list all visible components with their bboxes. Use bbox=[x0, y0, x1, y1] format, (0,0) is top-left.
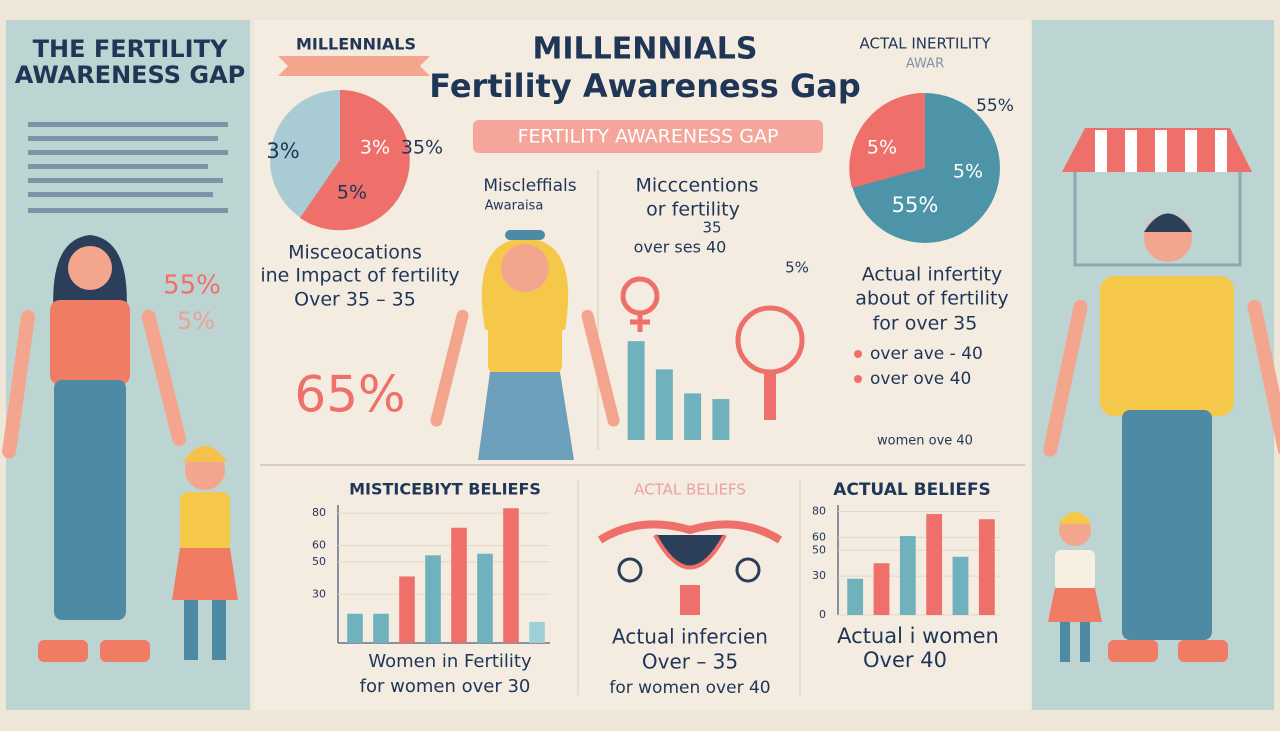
heading: Micccentions bbox=[635, 175, 758, 197]
stat: 5% bbox=[785, 259, 809, 277]
bullet bbox=[854, 350, 862, 358]
pie-label: 55% bbox=[892, 193, 939, 217]
bar bbox=[373, 613, 389, 643]
pie bbox=[270, 90, 410, 231]
y-tick-label: 50 bbox=[312, 555, 326, 568]
main-title: Fertility Awareness Gap bbox=[429, 67, 860, 105]
y-tick-label: 80 bbox=[812, 504, 826, 517]
heading: Awaraisa bbox=[485, 199, 544, 214]
stat: 55% bbox=[163, 271, 221, 301]
caption: Actual infercien bbox=[612, 625, 768, 649]
section-title: ACTUAL BELIEFS bbox=[833, 480, 991, 500]
bar bbox=[952, 556, 969, 615]
y-tick-label: 0 bbox=[819, 608, 826, 621]
banner bbox=[473, 120, 823, 153]
main-title: MILLENNIALS bbox=[532, 32, 757, 67]
caption: Actual i women bbox=[837, 624, 999, 648]
shop bbox=[1062, 128, 1252, 267]
bullet-text: over ave - 40 bbox=[870, 344, 983, 364]
pie-label: 3% bbox=[266, 139, 299, 163]
bar bbox=[873, 563, 890, 615]
bar bbox=[477, 553, 493, 643]
heading: AWAR bbox=[906, 57, 944, 72]
y-tick-label: 30 bbox=[312, 587, 326, 600]
bullet bbox=[854, 375, 862, 383]
caption: Over – 35 bbox=[642, 650, 738, 674]
woman-figure bbox=[2, 235, 187, 662]
pie-label: 55% bbox=[976, 96, 1014, 116]
heading: Miscleffials bbox=[483, 176, 576, 196]
bar bbox=[529, 621, 545, 643]
bar bbox=[655, 369, 673, 440]
bar bbox=[627, 341, 645, 440]
filler-lines bbox=[28, 122, 228, 213]
y-tick-label: 60 bbox=[312, 539, 326, 552]
bar bbox=[399, 576, 415, 643]
caption: Over 35 – 35 bbox=[294, 289, 416, 311]
bar bbox=[503, 508, 519, 643]
female-symbol bbox=[620, 276, 805, 420]
section-title: ACTAL BELIEFS bbox=[634, 481, 746, 499]
heading: ACTAL INERTILITY bbox=[859, 35, 991, 53]
pie-label: 5% bbox=[867, 137, 897, 159]
child-figure bbox=[1048, 512, 1102, 662]
bar bbox=[712, 399, 730, 440]
heading: or fertility bbox=[646, 199, 740, 221]
bar bbox=[347, 613, 363, 643]
caption: for women over 40 bbox=[609, 678, 770, 698]
banner-text: FERTILITY AWARENESS GAP bbox=[518, 126, 779, 148]
note: women ove 40 bbox=[877, 434, 973, 449]
bar bbox=[684, 393, 702, 440]
heading: over ses 40 bbox=[634, 238, 727, 257]
pie-label: 5% bbox=[953, 161, 983, 183]
ribbon-text: MILLENNIALS bbox=[296, 35, 416, 54]
y-tick-label: 80 bbox=[312, 506, 326, 519]
big-stat: 65% bbox=[294, 366, 405, 424]
pie-label: 5% bbox=[337, 182, 367, 204]
caption: about of fertility bbox=[855, 288, 1008, 310]
caption: Women in Fertility bbox=[368, 651, 532, 672]
bar bbox=[926, 514, 943, 615]
caption: for women over 30 bbox=[360, 676, 531, 697]
caption: ine Impact of fertility bbox=[260, 265, 459, 287]
y-tick-label: 50 bbox=[812, 543, 826, 556]
girl-figure bbox=[430, 230, 620, 460]
bar bbox=[899, 536, 916, 615]
bar bbox=[978, 519, 995, 615]
uterus-icon bbox=[597, 520, 783, 615]
stat: 5% bbox=[177, 307, 215, 335]
caption: Over 40 bbox=[863, 648, 947, 672]
section-title: MISTICEBIYT BELIEFS bbox=[349, 480, 541, 499]
caption: Misceocations bbox=[288, 242, 422, 264]
y-tick-label: 60 bbox=[812, 530, 826, 543]
pie-label: 35% bbox=[401, 137, 443, 159]
child-figure bbox=[172, 446, 238, 660]
bar bbox=[451, 527, 467, 643]
y-tick-label: 30 bbox=[812, 569, 826, 582]
heading: 35 bbox=[702, 219, 721, 237]
pie bbox=[849, 92, 1000, 243]
title: THE FERTILITY bbox=[33, 35, 228, 63]
caption: Actual infertity bbox=[862, 264, 1003, 286]
bar bbox=[425, 555, 441, 643]
pie-label: 3% bbox=[360, 137, 390, 159]
ribbon bbox=[278, 56, 430, 76]
bar bbox=[847, 578, 864, 615]
bullet-text: over ove 40 bbox=[870, 369, 971, 389]
caption: for over 35 bbox=[873, 313, 978, 335]
title: AWARENESS GAP bbox=[15, 61, 246, 89]
man-figure bbox=[1043, 213, 1280, 662]
